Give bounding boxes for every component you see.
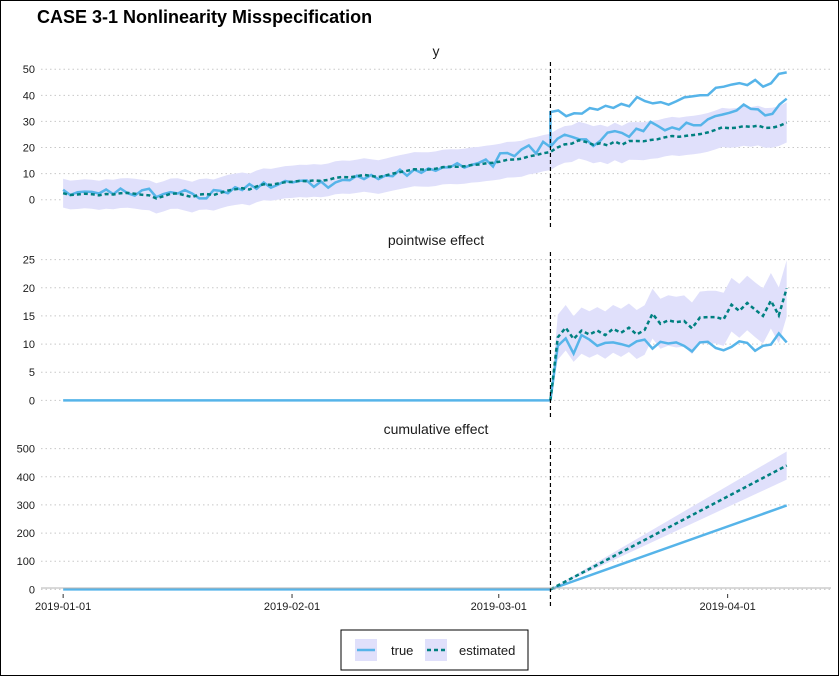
- y-tick-label: 200: [17, 528, 35, 540]
- y-tick-label: 40: [23, 90, 35, 102]
- series-line-true: [549, 331, 788, 401]
- series-line-true-upper: [549, 71, 787, 147]
- y-tick-label: 0: [29, 584, 35, 596]
- prediction-band: [63, 102, 787, 214]
- y-tick-label: 10: [23, 339, 35, 351]
- y-tick-label: 10: [23, 169, 35, 181]
- panels: y 0 10 20 30 40 50 pointwise effect 0 5 10 15 20 25 cu…: [17, 43, 831, 607]
- x-axis: 2019-01-01 2019-02-01 2019-03-01 2019-04-01: [35, 587, 831, 613]
- y-tick-label: 5: [29, 367, 35, 379]
- x-tick-label: 2019-02-01: [264, 601, 320, 613]
- x-tick-label: 2019-03-01: [471, 601, 527, 613]
- prediction-band: [550, 260, 787, 401]
- y-tick-label: 100: [17, 556, 35, 568]
- y-tick-label: 300: [17, 500, 35, 512]
- y-tick-label: 400: [17, 472, 35, 484]
- panel-title-1: pointwise effect: [388, 232, 484, 248]
- panel-title-2: cumulative effect: [384, 421, 489, 437]
- y-tick-label: 0: [29, 195, 35, 207]
- x-tick-label: 2019-04-01: [699, 601, 755, 613]
- series-line-true: [550, 504, 788, 591]
- panel-1: pointwise effect 0 5 10 15 20 25: [23, 232, 831, 418]
- panel-title-0: y: [433, 43, 440, 59]
- legend-label-estimated: estimated: [459, 643, 515, 658]
- y-tick-label: 20: [23, 143, 35, 155]
- series-line-true: [62, 97, 788, 200]
- y-tick-label: 15: [23, 311, 35, 323]
- legend-label-true: true: [391, 643, 413, 658]
- series-line-estimated: [549, 464, 788, 591]
- y-tick-label: 50: [23, 64, 35, 76]
- y-tick-label: 20: [23, 283, 35, 295]
- chart-title: CASE 3-1 Nonlinearity Misspecification: [37, 7, 372, 27]
- y-tick-label: 25: [23, 255, 35, 267]
- panel-0: y 0 10 20 30 40 50: [23, 43, 831, 230]
- y-tick-label: 500: [17, 444, 35, 456]
- series-line-estimated: [62, 121, 788, 200]
- x-tick-label: 2019-01-01: [35, 601, 91, 613]
- panel-2: cumulative effect 0 100 200 300 400 500: [17, 421, 831, 607]
- prediction-band: [550, 451, 787, 590]
- legend: true estimated: [340, 629, 529, 671]
- y-tick-label: 0: [29, 395, 35, 407]
- series-line-estimated: [549, 287, 788, 401]
- y-tick-label: 30: [23, 116, 35, 128]
